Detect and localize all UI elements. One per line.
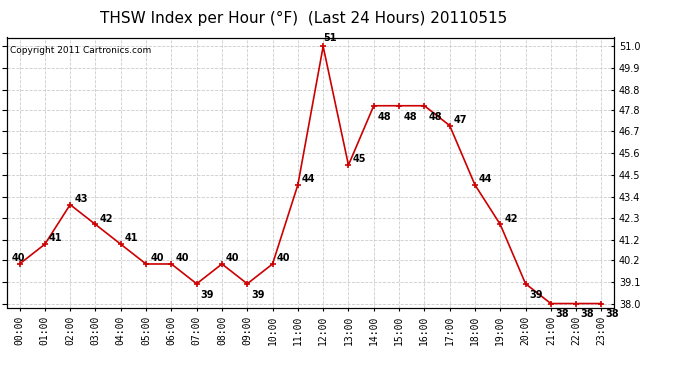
Text: 44: 44	[302, 174, 315, 184]
Text: 41: 41	[125, 233, 139, 243]
Text: 38: 38	[606, 309, 619, 320]
Text: 39: 39	[201, 290, 215, 300]
Text: 43: 43	[75, 194, 88, 204]
Text: 45: 45	[353, 154, 366, 164]
Text: Copyright 2011 Cartronics.com: Copyright 2011 Cartronics.com	[10, 46, 151, 55]
Text: 40: 40	[150, 253, 164, 263]
Text: 42: 42	[99, 214, 113, 223]
Text: 48: 48	[378, 112, 391, 122]
Text: 51: 51	[323, 33, 337, 43]
Text: 38: 38	[580, 309, 594, 320]
Text: 39: 39	[530, 290, 543, 300]
Text: 48: 48	[403, 112, 417, 122]
Text: 40: 40	[175, 253, 189, 263]
Text: 40: 40	[277, 253, 290, 263]
Text: 44: 44	[479, 174, 493, 184]
Text: 42: 42	[504, 214, 518, 223]
Text: 48: 48	[428, 112, 442, 122]
Text: 47: 47	[454, 115, 467, 125]
Text: 38: 38	[555, 309, 569, 320]
Text: 41: 41	[49, 233, 63, 243]
Text: 39: 39	[251, 290, 265, 300]
Text: 40: 40	[226, 253, 239, 263]
Text: 40: 40	[11, 253, 25, 263]
Text: THSW Index per Hour (°F)  (Last 24 Hours) 20110515: THSW Index per Hour (°F) (Last 24 Hours)…	[100, 11, 507, 26]
